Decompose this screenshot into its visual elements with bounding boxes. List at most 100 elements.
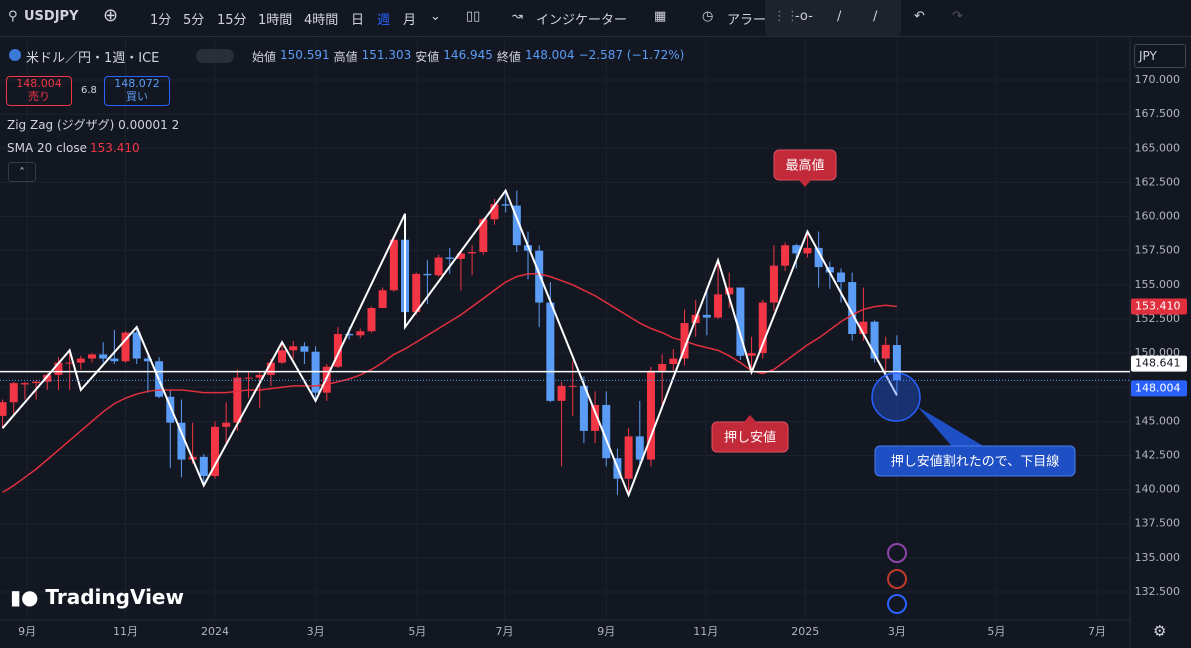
settings[interactable]: ⚙ <box>1153 622 1167 640</box>
collapse[interactable]: ˆ <box>8 162 36 182</box>
candle-body <box>881 344 890 359</box>
alert-icon[interactable]: ◷ <box>702 9 714 24</box>
sma-price-label-box <box>1131 298 1187 315</box>
candle-body <box>769 265 778 303</box>
interval[interactable]: 1時間 <box>258 13 293 28</box>
flag-icon <box>9 49 21 61</box>
event-icon <box>887 594 907 614</box>
annotation: 押し安値割れたので、下目線 <box>874 445 1076 477</box>
annotation-text: 押し安値割れたので、下目線 <box>891 454 1059 470</box>
candle-body <box>803 247 812 254</box>
candle-body <box>54 362 63 375</box>
interval[interactable]: 日 <box>351 13 365 28</box>
ohlc: 始値 150.591 高値 151.303 安値 146.945 終値 148.004 … <box>252 48 684 65</box>
candle-body <box>602 404 611 459</box>
candle-body <box>32 381 41 384</box>
tool-trend[interactable]: ∕ <box>837 9 842 24</box>
interval-active[interactable]: 週 <box>377 13 391 28</box>
y-tick-label: 157.500 <box>1135 244 1181 257</box>
candle-body <box>635 436 644 460</box>
x-tick-label: 2024 <box>201 625 229 638</box>
sma-legend-value: 153.410 <box>90 141 140 155</box>
candle-body <box>0 402 7 416</box>
hline-price-label-box <box>1131 355 1187 372</box>
y-tick-label: 135.000 <box>1135 551 1181 564</box>
ohlc-value: 151.303 <box>361 48 412 62</box>
ohlc-label: 安値 <box>415 50 440 64</box>
x-tick-label: 5月 <box>408 625 426 638</box>
candle-body <box>468 252 477 254</box>
candle-body <box>300 346 309 352</box>
interval[interactable]: 1分 <box>150 13 172 28</box>
sell-label: 売り <box>28 90 50 103</box>
interval[interactable]: 5分 <box>183 13 205 28</box>
sma-line <box>2 273 897 493</box>
watermark-text: TradingView <box>45 585 184 609</box>
candle-body <box>356 331 365 336</box>
indicators[interactable]: インジケーター <box>536 13 628 28</box>
toggle[interactable] <box>196 49 234 63</box>
y-tick-label: 170.000 <box>1135 73 1181 86</box>
candle-body <box>702 314 711 318</box>
interval[interactable]: 月 <box>403 13 417 28</box>
candle-body <box>255 374 264 378</box>
ohlc-label: 高値 <box>333 50 358 64</box>
y-tick-label: 142.500 <box>1135 448 1181 461</box>
candle-body <box>658 363 667 371</box>
y-tick-label: 145.000 <box>1135 414 1181 427</box>
alert[interactable]: アラー <box>727 13 767 28</box>
candle-body <box>669 358 678 364</box>
chevron[interactable]: ⌄ <box>430 9 441 24</box>
redo[interactable]: ↷ <box>952 9 963 24</box>
layout-icon[interactable]: ▦ <box>654 9 667 24</box>
toolbar: ⚲ USDJPY ⊕ 1分 5分 15分 1時間 4時間 日 週 月 ⌄ ▯▯ … <box>0 0 1191 37</box>
last-price-label: 148.004 <box>1135 381 1181 394</box>
tool-path[interactable]: ∕ <box>873 9 878 24</box>
candle-body <box>848 282 857 334</box>
sell-price: 148.004 <box>16 77 62 90</box>
currency[interactable]: JPY <box>1134 44 1186 68</box>
annotation-box <box>874 445 1076 477</box>
drawing-toolbar: ⋮⋮ -o- ∕ ∕ <box>765 0 901 36</box>
x-tick-label: 11月 <box>113 625 138 638</box>
candle-body <box>9 383 18 403</box>
candle-body <box>624 436 633 479</box>
candle-body <box>758 302 767 354</box>
interval[interactable]: 15分 <box>217 13 247 28</box>
search-icon[interactable]: ⚲ <box>8 9 18 24</box>
drag-handle[interactable]: ⋮⋮ <box>773 9 799 24</box>
candle-body <box>456 253 465 259</box>
legend-title: 米ドル／円・1週・ICE <box>26 51 160 66</box>
candle-body <box>837 272 846 283</box>
candle-body <box>892 345 901 381</box>
symbol[interactable]: USDJPY <box>24 9 79 24</box>
interval[interactable]: 4時間 <box>304 13 339 28</box>
ohlc-value: 150.591 <box>280 48 330 62</box>
candle-body <box>244 377 253 379</box>
chart-type[interactable]: ▯▯ <box>466 9 481 24</box>
candle-body <box>479 219 488 253</box>
x-tick-label: 2025 <box>791 625 819 638</box>
sell-button[interactable]: 148.004 売り <box>6 76 72 106</box>
y-tick-label: 165.000 <box>1135 141 1181 154</box>
tool-hline[interactable]: -o- <box>795 9 813 24</box>
candle-body <box>222 422 231 427</box>
buy-button[interactable]: 148.072 買い <box>104 76 170 106</box>
candle-body <box>792 245 801 254</box>
ohlc-label: 終値 <box>496 50 521 64</box>
candle-body <box>20 383 29 385</box>
candle-body <box>233 377 242 423</box>
candle-body <box>736 287 745 356</box>
hline-price-label: 148.641 <box>1135 357 1181 370</box>
candle-body <box>859 321 868 334</box>
candle-body <box>546 302 555 401</box>
sma-legend: SMA 20 close <box>7 141 87 155</box>
add-symbol[interactable]: ⊕ <box>103 5 119 26</box>
candle-body <box>88 354 97 359</box>
annotation-pointer <box>798 179 812 187</box>
undo[interactable]: ↶ <box>914 9 925 24</box>
indicator-icon[interactable]: ↝ <box>512 9 523 24</box>
change: −2.587 (−1.72%) <box>578 48 685 62</box>
